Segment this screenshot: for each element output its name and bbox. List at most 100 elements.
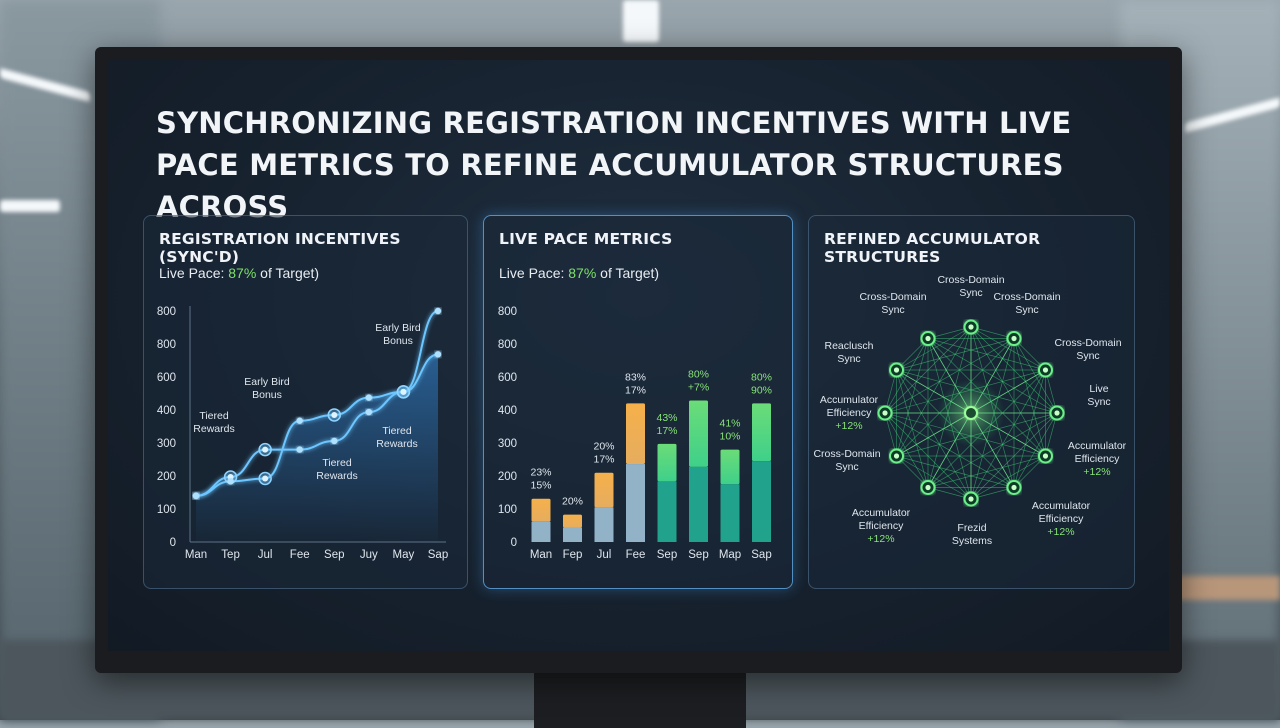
pace-metrics-panel[interactable]: LIVE PACE METRICS Live Pace: 87% of Targ… [483, 215, 793, 589]
bar-value-label: 20% [562, 496, 583, 508]
network-spoke [927, 338, 972, 414]
bar-value-label: 43% 17% [656, 412, 677, 437]
pace-percent: 87% [568, 265, 597, 281]
x-tick-label: Juy [360, 549, 378, 561]
accumulator-network-diagram: Cross-Domain Sync Cross-Domain SyncCross-Do… [813, 274, 1126, 547]
incentives-live-pace: Live Pace: 87% of Target) [159, 265, 320, 281]
x-tick-label: May [393, 549, 415, 561]
y-tick-label: 0 [511, 537, 517, 549]
network-edge [896, 338, 1015, 457]
network-edge [896, 369, 1058, 414]
network-spoke [970, 369, 1046, 414]
network-node-center [882, 410, 888, 416]
data-point [296, 417, 303, 424]
pace-bar-chart: 0 100 200 300 400 600 800 800 23% 15% Man 20% Fep 20%… [498, 306, 772, 561]
network-node-center [1011, 484, 1017, 491]
chart-annotation: Tiered Rewards [316, 457, 357, 482]
y-tick-label: 800 [498, 306, 517, 318]
network-node-label: Live Sync [1087, 383, 1110, 408]
network-edge [927, 338, 1046, 457]
network-spoke [927, 412, 972, 488]
network-edge [927, 338, 1046, 371]
data-point [434, 307, 442, 315]
data-point [262, 475, 269, 482]
pace-metrics-panel-title: LIVE PACE METRICS [499, 230, 673, 248]
bar-segment-base [563, 527, 582, 542]
network-node-center [1011, 335, 1017, 342]
data-point [262, 446, 269, 453]
x-tick-label: Sep [657, 549, 677, 561]
network-edge [896, 338, 929, 457]
y-tick-label: 400 [157, 405, 176, 417]
bar-segment-top [594, 472, 614, 508]
accumulator-panel[interactable]: REFINED ACCUMULATOR STRUCTURES Cross-Dom… [808, 215, 1135, 589]
bar-value-label: 80% 90% [751, 371, 772, 396]
data-point [331, 411, 338, 418]
network-edge [896, 412, 1058, 457]
y-tick-label: 300 [498, 438, 517, 450]
bar-value-label: 41% 10% [719, 418, 740, 443]
accumulator-panel-title: REFINED ACCUMULATOR STRUCTURES [824, 230, 1041, 266]
x-tick-label: Sep [324, 549, 344, 561]
network-node-label: Accumulator Efficiency [1032, 500, 1091, 525]
network-node-label: Frezid Systems [952, 522, 992, 547]
ceiling-light [0, 200, 60, 212]
x-tick-label: Fee [626, 549, 646, 561]
y-tick-label: 300 [157, 438, 176, 450]
network-spoke [896, 412, 972, 457]
y-tick-label: 100 [157, 504, 176, 516]
y-tick-label: 400 [498, 405, 517, 417]
network-node-center [925, 335, 931, 342]
bar-segment-top [563, 514, 582, 528]
network-edge [970, 326, 1015, 488]
x-tick-label: Fee [290, 549, 310, 561]
network-node-metric: +12% [867, 533, 894, 545]
network-node-center [968, 324, 974, 330]
network-node-label: Accumulator Efficiency [820, 394, 879, 419]
y-tick-label: 600 [157, 372, 176, 384]
data-point [331, 437, 338, 445]
x-tick-label: Jul [597, 549, 612, 561]
network-node-metric: +12% [1083, 466, 1110, 478]
data-point [365, 394, 373, 401]
bar-value-label: 20% 17% [593, 441, 614, 466]
bar-segment-base [689, 466, 708, 542]
bar-segment-base [531, 521, 551, 542]
y-tick-label: 800 [157, 339, 176, 351]
network-edge [927, 338, 972, 500]
bar-segment-base [752, 461, 771, 542]
data-point [227, 474, 234, 481]
bar-segment-top [626, 403, 645, 465]
bar-segment-top [531, 498, 551, 522]
network-node-center [1054, 410, 1060, 416]
x-tick-label: Sap [751, 549, 771, 561]
x-tick-label: Fep [563, 549, 583, 561]
y-tick-label: 200 [157, 471, 176, 483]
network-node-center [893, 453, 900, 459]
y-tick-label: 800 [157, 306, 176, 318]
network-edge [896, 369, 1015, 488]
chart-annotation: Tiered Rewards [376, 425, 417, 450]
registration-line-chart: 0 100 200 300 400 600 800 800 Man Tep Jul Fee Sep Juy… [157, 306, 448, 561]
bar-segment-base [720, 484, 740, 542]
data-point [365, 408, 373, 416]
x-tick-label: Man [185, 549, 207, 561]
bar-value-label: 23% 15% [530, 467, 551, 492]
pace-metrics-live-pace: Live Pace: 87% of Target) [499, 265, 660, 281]
network-edge [896, 369, 929, 488]
ceiling-light [623, 0, 659, 42]
data-point [434, 351, 442, 358]
network-spoke [970, 412, 1046, 457]
network-spoke [896, 369, 972, 414]
network-node-label: Cross-Domain Sync [993, 291, 1060, 316]
bar-value-label: 83% 17% [625, 371, 646, 396]
network-node-label: Cross-Domain Sync [1054, 337, 1121, 362]
y-tick-label: 800 [498, 339, 517, 351]
bar-segment-top [720, 449, 740, 485]
chart-annotation: Early Bird Bonus [375, 322, 421, 347]
chart-annotation: Early Bird Bonus [244, 376, 290, 401]
network-edge [927, 338, 1058, 414]
network-node-center [1042, 453, 1049, 459]
data-point [227, 478, 234, 485]
incentives-panel[interactable]: REGISTRATION INCENTIVES (SYNC'D) Live Pa… [143, 215, 468, 589]
